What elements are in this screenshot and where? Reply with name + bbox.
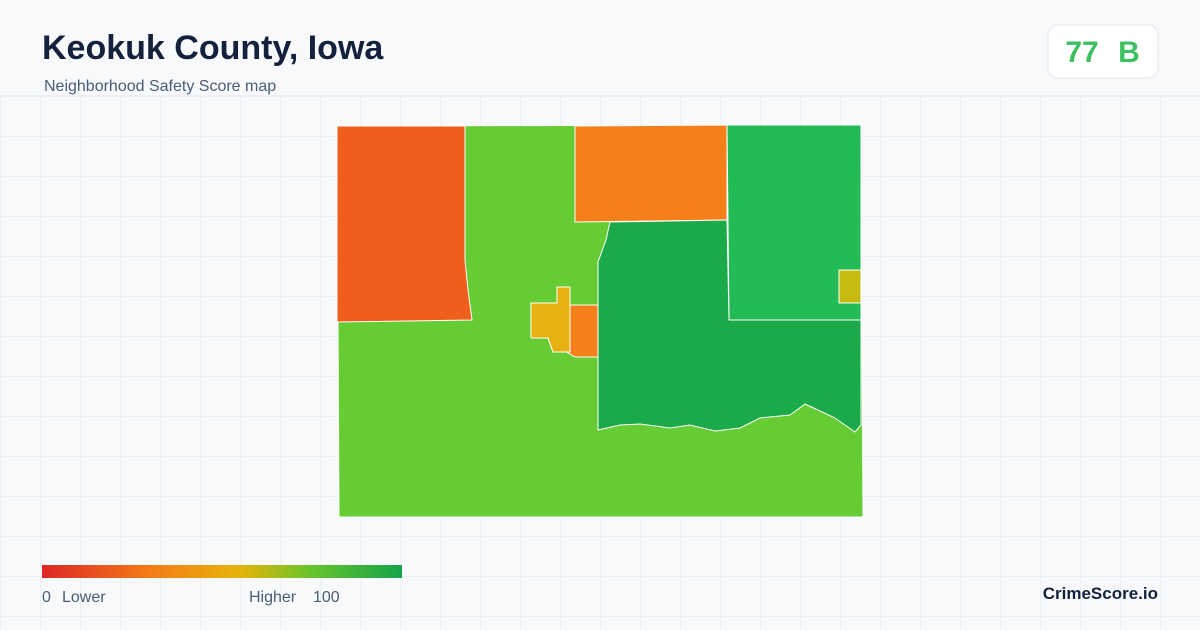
county-map [336,124,864,518]
legend-min: 0 [42,589,51,606]
brand: CrimeScore.io [1043,584,1158,603]
title: Keokuk County, Iowa [42,29,384,67]
region [838,269,862,304]
region [574,124,728,223]
legend-max: 100 [313,589,340,606]
legend-gradient [42,565,402,578]
score-value: 77 [1065,36,1098,69]
region [530,286,571,353]
legend-max-label: Higher [249,589,297,606]
subtitle: Neighborhood Safety Score map [44,78,276,95]
score-grade: B [1118,36,1140,69]
region [597,219,862,433]
region [336,125,473,323]
legend-min-label: Lower [62,589,106,606]
score-badge [1047,24,1159,79]
